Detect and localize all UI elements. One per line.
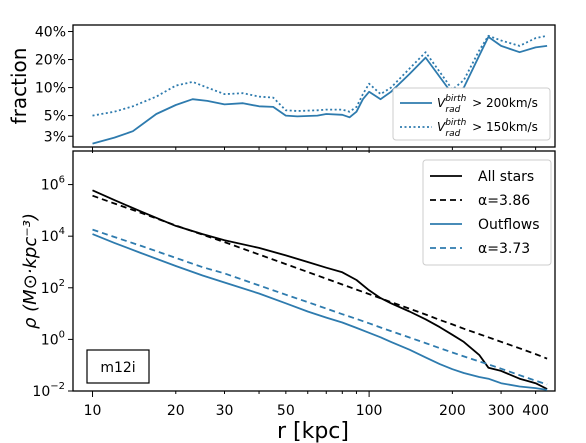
annotation-box: m12i [86, 349, 150, 384]
top-xticks [92, 147, 537, 153]
bottom-panel: ρ (M⊙·kpc⁻³) r [kpc] 106 104 102 100 10−2 10… [20, 150, 556, 443]
top-panel: fraction 40% 20% 10% 5% 3% Vbirth rad > 200km… [7, 24, 556, 153]
bottom-legend-box [422, 159, 552, 266]
bottom-xtick-label: 300 [488, 403, 515, 419]
bottom-ytick-label: 102 [41, 278, 65, 297]
top-legend-label-1: Vbirth rad > 200km/s [437, 94, 538, 115]
top-legend-box [392, 87, 551, 141]
top-yticks: 40% 20% 10% 5% 3% [35, 25, 73, 145]
top-ytick-label: 20% [35, 53, 66, 69]
annotation-text: m12i [100, 360, 135, 376]
annotation-frame [86, 349, 150, 384]
bottom-legend-label-alpha2: α=3.73 [478, 241, 530, 257]
top-ytick-label: 10% [35, 81, 66, 97]
top-series-line-1 [92, 36, 548, 145]
bottom-ytick-label: 104 [41, 226, 65, 245]
bottom-plot-frame [72, 150, 556, 392]
top-lines [92, 34, 548, 145]
bottom-yticks: 106 104 102 100 10−2 [32, 175, 73, 400]
bottom-xtick-label: 400 [522, 403, 549, 419]
bottom-ytick-label: 10−2 [32, 381, 65, 400]
bottom-legend-label-all: All stars [478, 169, 534, 185]
bottom-lines [92, 189, 548, 391]
bottom-ytick-label: 100 [41, 329, 65, 348]
bottom-series-line-4 [92, 228, 548, 386]
bottom-xticks: 10 20 30 50 100 200 300 400 [84, 391, 549, 419]
top-ylabel: fraction [7, 48, 31, 125]
bottom-ylabel: ρ (M⊙·kpc⁻³) [20, 213, 41, 329]
top-series-line-2 [92, 34, 548, 117]
top-plot-frame [72, 24, 556, 148]
bottom-series-line-2 [92, 194, 548, 360]
top-ytick-label: 3% [44, 129, 66, 145]
top-legend-label-2: Vbirth rad > 150km/s [437, 118, 538, 139]
top-ytick-label: 40% [35, 25, 66, 41]
bottom-xtick-label: 20 [167, 403, 185, 419]
top-legend: Vbirth rad > 200km/s Vbirth rad > 150km/s [392, 87, 551, 141]
bottom-legend-label-outflows: Outflows [478, 217, 540, 233]
bottom-series-line-3 [92, 233, 548, 391]
bottom-ytick-label: 106 [41, 175, 65, 194]
bottom-legend: All stars α=3.86 Outflows α=3.73 [422, 159, 552, 266]
bottom-xtick-label: 30 [216, 403, 234, 419]
bottom-xtick-label: 200 [439, 403, 466, 419]
bottom-xtick-label: 100 [356, 403, 383, 419]
bottom-xtick-label: 50 [277, 403, 295, 419]
bottom-xlabel: r [kpc] [277, 419, 349, 443]
bottom-legend-label-alpha1: α=3.86 [478, 193, 530, 209]
top-ytick-label: 5% [44, 109, 66, 125]
bottom-xtick-label: 10 [84, 403, 102, 419]
